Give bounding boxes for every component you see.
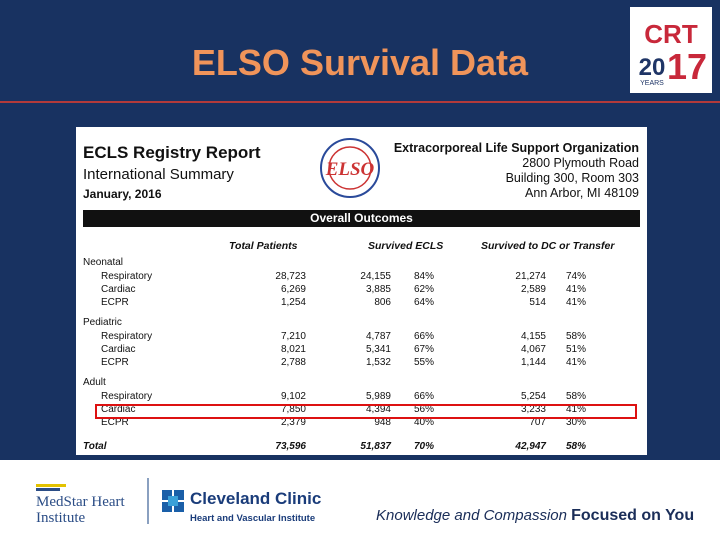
medstar-logo: MedStar Heart Institute [36, 494, 125, 526]
row-total: 8,021 [280, 344, 306, 355]
row-survived-ecls-pct: 55% [413, 357, 434, 368]
row-survived-ecls-pct: 62% [413, 284, 434, 295]
row-survived-ecls: 806 [374, 297, 391, 308]
row-total: 2,788 [280, 357, 306, 368]
row-survived-ecls: 5,989 [365, 391, 391, 402]
row-survived-ecls-pct: 66% [413, 331, 434, 342]
row-label: Total [83, 441, 107, 452]
svg-text:CRT: CRT [644, 19, 698, 49]
row-survived-dc-pct: 58% [565, 391, 586, 402]
row-total: 2,379 [280, 417, 306, 428]
row-survived-dc: 514 [529, 297, 546, 308]
header-total-patients: Total Patients [229, 240, 298, 252]
row-survived-dc: 3,233 [520, 404, 546, 415]
title-rule [0, 101, 720, 103]
slide-title: ELSO Survival Data [191, 42, 529, 83]
group-neonatal: Neonatal [83, 257, 124, 268]
row-survived-dc-pct: 51% [565, 344, 586, 355]
row-survived-ecls: 4,394 [365, 404, 391, 415]
row-survived-ecls: 4,787 [365, 331, 391, 342]
tagline: Knowledge and Compassion Focused on You [376, 507, 694, 525]
row-total: 73,596 [275, 441, 306, 452]
report-subtitle: International Summary [83, 166, 234, 183]
footer-divider [147, 478, 149, 524]
elso-logo-text: ELSO [325, 159, 375, 180]
org-address: Extracorporeal Life Support Organization… [394, 141, 639, 201]
adult-cardiac-highlight [95, 404, 637, 419]
row-survived-dc: 707 [529, 417, 546, 428]
row-total: 28,723 [275, 271, 306, 282]
row-survived-ecls-pct: 66% [413, 391, 434, 402]
row-survived-ecls: 1,532 [365, 357, 391, 368]
section-bar: Overall Outcomes [83, 210, 640, 227]
row-total: 7,850 [280, 404, 306, 415]
cleveland-clinic-logo-icon [162, 490, 184, 512]
row-label: ECPR [101, 357, 129, 368]
row-label: Respiratory [101, 271, 153, 282]
row-survived-dc: 42,947 [515, 441, 546, 452]
group-pediatric: Pediatric [83, 317, 122, 328]
ecls-registry-report: ECLS Registry Report International Summa… [76, 127, 647, 455]
row-label: Cardiac [101, 404, 136, 415]
elso-logo-icon: ELSO [320, 138, 380, 198]
row-total: 7,210 [280, 331, 306, 342]
org-name: Extracorporeal Life Support Organization [393, 141, 639, 155]
report-title: ECLS Registry Report [83, 143, 261, 162]
svg-text:20: 20 [639, 54, 666, 81]
cleveland-clinic-name: Cleveland Clinic [190, 489, 322, 508]
tagline-part1: Knowledge and Compassion [376, 507, 572, 524]
row-survived-ecls-pct: 84% [413, 271, 434, 282]
row-survived-ecls: 51,837 [360, 441, 391, 452]
row-survived-dc: 2,589 [520, 284, 546, 295]
footer [0, 460, 720, 540]
header-survived-ecls: Survived ECLS [368, 240, 444, 252]
tagline-part2: Focused on You [571, 507, 695, 524]
group-adult: Adult [83, 377, 106, 388]
org-address-line2: Building 300, Room 303 [505, 171, 639, 185]
row-survived-dc-pct: 41% [565, 284, 586, 295]
org-address-line1: 2800 Plymouth Road [522, 156, 639, 170]
row-survived-dc-pct: 74% [565, 271, 586, 282]
row-label: Respiratory [101, 331, 153, 342]
row-total: 6,269 [280, 284, 306, 295]
cleveland-clinic-sub: Heart and Vascular Institute [190, 513, 316, 524]
row-label: Cardiac [101, 344, 136, 355]
row-survived-dc-pct: 41% [565, 297, 586, 308]
row-survived-dc-pct: 41% [565, 357, 586, 368]
header-survived-dc: Survived to DC or Transfer [481, 240, 615, 252]
row-survived-ecls-pct: 67% [413, 344, 434, 355]
row-survived-ecls: 948 [374, 417, 391, 428]
row-total: 9,102 [280, 391, 306, 402]
medstar-mark-icon [36, 484, 66, 491]
row-survived-ecls: 5,341 [365, 344, 391, 355]
report-date: January, 2016 [83, 187, 162, 201]
row-survived-dc: 4,155 [520, 331, 546, 342]
row-survived-dc: 4,067 [520, 344, 546, 355]
crt-2017-logo: CRT 20 17 YEARS [630, 7, 712, 93]
row-survived-dc-pct: 30% [565, 417, 586, 428]
row-label: Respiratory [101, 391, 153, 402]
row-survived-dc-pct: 58% [565, 331, 586, 342]
row-survived-ecls-pct: 64% [413, 297, 434, 308]
row-label: ECPR [101, 417, 129, 428]
row-survived-ecls: 3,885 [365, 284, 391, 295]
medstar-line2: Institute [36, 510, 86, 526]
svg-text:17: 17 [667, 46, 707, 87]
row-survived-ecls: 24,155 [360, 271, 391, 282]
row-survived-dc: 5,254 [520, 391, 546, 402]
org-address-line3: Ann Arbor, MI 48109 [525, 186, 639, 200]
medstar-line1: MedStar Heart [36, 494, 125, 510]
row-survived-ecls-pct: 40% [413, 417, 434, 428]
row-survived-ecls-pct: 70% [413, 441, 434, 452]
row-total: 1,254 [280, 297, 306, 308]
row-survived-dc-pct: 58% [565, 441, 586, 452]
row-survived-dc-pct: 41% [565, 404, 586, 415]
row-survived-dc: 1,144 [520, 357, 546, 368]
row-label: Cardiac [101, 284, 136, 295]
row-label: ECPR [101, 297, 129, 308]
row-survived-ecls-pct: 56% [413, 404, 434, 415]
row-survived-dc: 21,274 [515, 271, 546, 282]
svg-text:YEARS: YEARS [640, 80, 664, 87]
